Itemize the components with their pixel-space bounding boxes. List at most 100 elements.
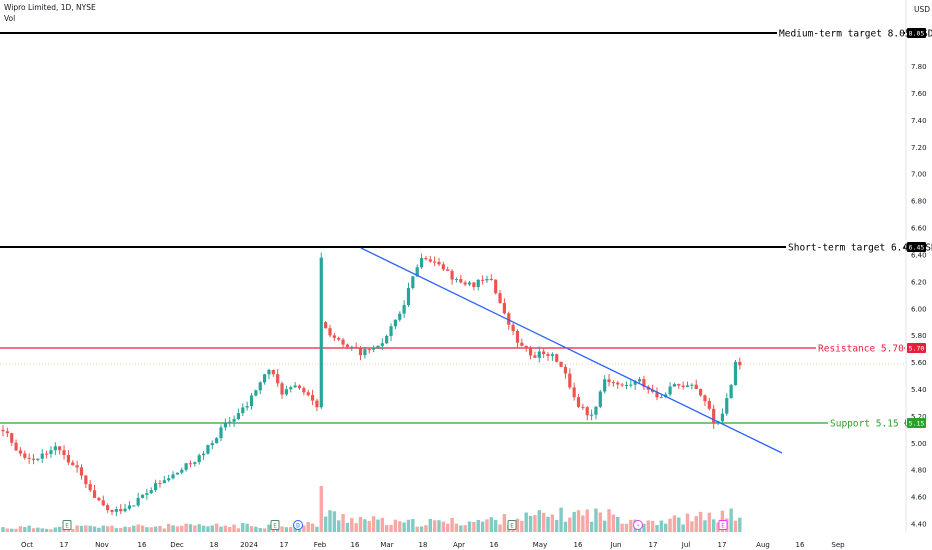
candle-body: [319, 257, 323, 408]
candle-body: [424, 258, 428, 260]
volume-bar: [406, 519, 411, 532]
candle: [406, 282, 411, 307]
candle: [611, 380, 615, 387]
price-tick-label: 7.00: [911, 171, 927, 179]
volume-bar: [664, 523, 668, 532]
candle-body: [110, 510, 114, 512]
marker-shape: [62, 520, 72, 530]
downtrend-line: [360, 247, 783, 454]
volume-bar: [555, 519, 559, 532]
candle-body: [92, 490, 97, 498]
candle: [332, 332, 336, 342]
volume-bar: [14, 528, 18, 532]
price-tick-label: 5.80: [911, 332, 927, 340]
candle: [245, 401, 249, 411]
candle: [306, 389, 310, 397]
candle-body: [581, 406, 585, 408]
volume-bar: [489, 517, 494, 532]
volume-bar: [31, 528, 36, 532]
time-tick-label: Mar: [380, 541, 393, 549]
candle-body: [419, 258, 424, 268]
candle: [507, 311, 511, 330]
candle-body: [241, 407, 245, 414]
candle: [428, 255, 432, 263]
candle-body: [463, 282, 467, 285]
candle-body: [433, 261, 437, 263]
candle-body: [385, 335, 389, 344]
candle: [284, 385, 288, 397]
candle: [485, 275, 489, 284]
price-tick-label: 6.00: [911, 305, 927, 313]
volume-indicator-label[interactable]: Vol: [4, 14, 16, 23]
volume-bar: [232, 524, 236, 532]
candle: [616, 380, 620, 389]
volume-bar: [1, 527, 5, 532]
volume-bar: [371, 516, 376, 532]
candle: [372, 345, 376, 353]
candle: [280, 381, 284, 399]
candle-body: [489, 278, 493, 280]
time-axis[interactable]: Oct 17 Nov 16 Dec 18 2024 17 Feb 16 Mar 18 Apr 16 May 1…: [21, 541, 845, 549]
volume-bar: [733, 520, 738, 532]
candle: [703, 394, 707, 406]
level-price-badge: [907, 418, 926, 428]
volume-bar: [550, 514, 555, 532]
candle: [411, 276, 415, 290]
price-tick-label: 5.20: [911, 413, 927, 421]
level-label: Support 5.15 USD: [830, 419, 922, 430]
volume-bar: [110, 525, 114, 532]
candle-body: [263, 374, 267, 383]
volume-bar: [328, 510, 332, 532]
candle-body: [123, 508, 127, 512]
candle: [97, 496, 101, 502]
volume-bar: [402, 522, 406, 532]
earnings-marker: E: [62, 520, 72, 530]
candle-body: [376, 345, 380, 348]
volume-bar: [616, 516, 620, 532]
volume-bar: [563, 521, 568, 532]
trendline[interactable]: [360, 247, 783, 454]
candle-body: [690, 384, 694, 386]
volume-bar: [258, 528, 262, 532]
currency-label: USD: [914, 5, 931, 14]
candle: [171, 471, 175, 480]
price-axis[interactable]: 7.80 7.60 7.40 7.20 7.00 6.80 6.60 6.40 6.20 6.00…: [905, 0, 927, 532]
volume-bar: [384, 525, 389, 532]
candle: [106, 503, 110, 513]
volume-bar: [581, 515, 585, 532]
candle-body: [498, 293, 502, 304]
candle-body: [677, 384, 681, 386]
candle: [699, 388, 703, 397]
candle-body: [258, 382, 262, 391]
candle-body: [555, 354, 559, 362]
candle: [402, 300, 406, 318]
volume-bar: [140, 525, 145, 532]
volume-bar: [310, 523, 315, 532]
candle-body: [515, 331, 520, 343]
volume-bar: [153, 526, 158, 532]
candle-body: [184, 463, 188, 470]
candle-body: [441, 264, 445, 270]
candle-body: [106, 505, 110, 511]
candle: [328, 324, 332, 338]
volume-bar: [380, 517, 385, 532]
price-tick-label: 4.60: [911, 494, 927, 502]
candle-body: [1, 429, 5, 432]
candle: [110, 509, 114, 515]
candle: [345, 343, 350, 350]
symbol-title[interactable]: Wipro Limited, 1D, NYSE: [4, 3, 96, 12]
candle-body: [546, 354, 550, 356]
price-tick-label: 6.60: [911, 225, 927, 233]
volume-bar: [49, 529, 53, 532]
candle-body: [563, 366, 568, 374]
candle: [88, 480, 92, 493]
event-markers[interactable]: E E D E ⚡ E: [62, 520, 728, 530]
candle-body: [324, 322, 328, 329]
time-tick-label: Sep: [831, 541, 845, 549]
volume-bar: [454, 523, 459, 532]
level-price-badge: [907, 343, 926, 353]
candle: [75, 460, 79, 473]
volume-bar: [162, 528, 167, 532]
volume-bar: [572, 511, 576, 532]
